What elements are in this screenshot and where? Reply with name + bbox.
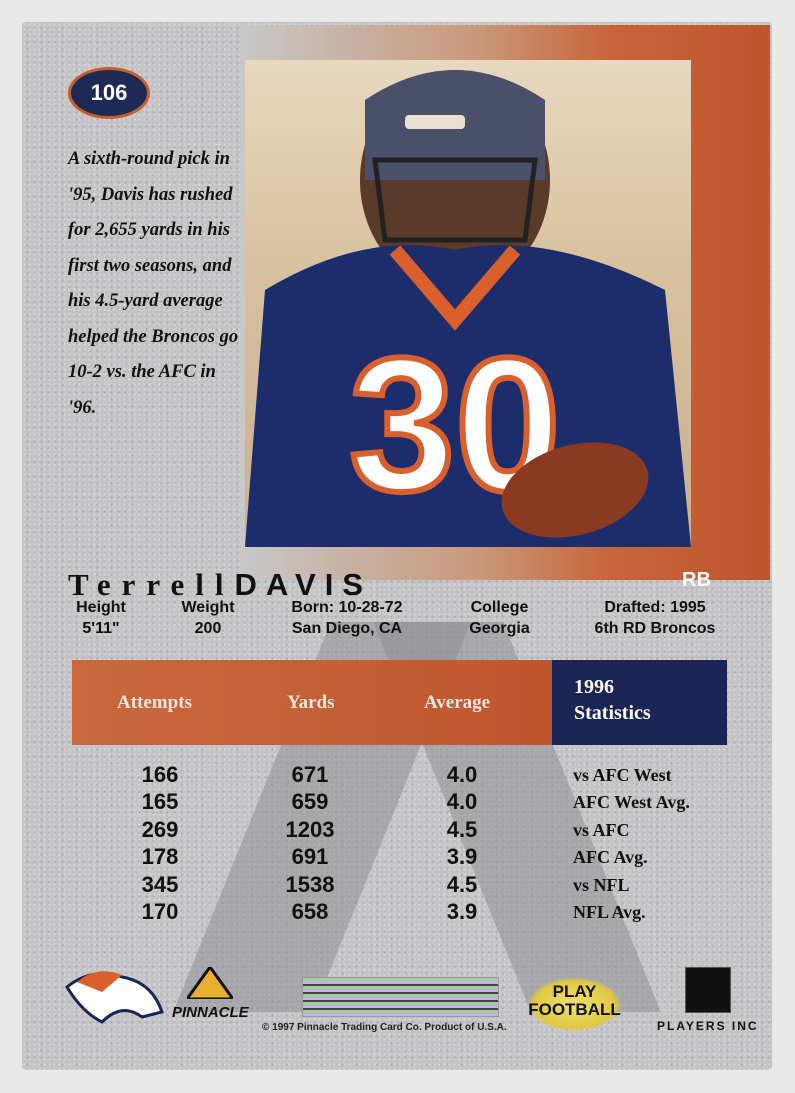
bio-value: Georgia [469, 620, 530, 637]
card-number-badge: 106 [68, 67, 150, 119]
stats-row: 345 1538 4.5 vs NFL [22, 872, 772, 899]
bio-value: San Diego, CA [291, 620, 403, 637]
pinnacle-icon [184, 964, 237, 1001]
player-photo: 30 [245, 60, 691, 547]
stat-attempts: 165 [141, 789, 179, 815]
stats-row: 170 658 3.9 NFL Avg. [22, 899, 772, 926]
jersey-number: 30 [349, 319, 560, 531]
bio-value: 6th RD Broncos [594, 620, 716, 637]
pinnacle-text: PINNACLE [172, 1004, 249, 1021]
bio-born: Born: 10-28-72 San Diego, CA [272, 597, 422, 639]
bio-label: College [470, 599, 529, 616]
bio-value: 5'11" [82, 620, 120, 637]
player-blurb: A sixth-round pick in '95, Davis has rus… [68, 149, 239, 418]
stats-row: 166 671 4.0 vs AFC West [22, 762, 772, 789]
header-yards: Yards [287, 692, 335, 713]
stat-label: vs AFC West [573, 765, 672, 785]
hologram [302, 977, 499, 1017]
stat-attempts: 178 [141, 844, 179, 870]
last-name: DAVIS [234, 567, 372, 602]
stat-attempts: 345 [141, 871, 179, 897]
bio-label: Weight [181, 599, 235, 616]
bio-height: Height 5'11" [66, 597, 136, 639]
stat-yards: 658 [291, 899, 329, 924]
first-name: Terrell [68, 567, 235, 602]
stat-yards: 659 [291, 789, 329, 815]
bio-label: Born: 10-28-72 [291, 599, 403, 616]
stat-average: 4.0 [446, 789, 478, 815]
bio-label: Drafted: 1995 [604, 599, 706, 616]
stat-label: vs NFL [573, 874, 630, 895]
stat-attempts: 166 [141, 762, 179, 787]
stats-row: 178 691 3.9 AFC Avg. [22, 844, 772, 871]
stat-attempts: 269 [141, 816, 179, 842]
stat-yards: 691 [291, 844, 329, 870]
players-inc-text: PLAYERS INC [657, 1019, 759, 1033]
copyright: © 1997 Pinnacle Trading Card Co. Product… [262, 1022, 507, 1033]
stat-average: 4.0 [446, 762, 478, 787]
bio-college: College Georgia [452, 597, 547, 639]
player-name: TerrellDAVIS [68, 567, 372, 603]
stats-row: 165 659 4.0 AFC West Avg. [22, 789, 772, 816]
stat-label: AFC West Avg. [573, 792, 690, 813]
stats-row: 269 1203 4.5 vs AFC [22, 817, 772, 844]
pinnacle-logo: PINNACLE [172, 964, 249, 1021]
play-football-logo: PLAY FOOTBALL [527, 977, 622, 1032]
bio-value: 200 [194, 620, 222, 637]
players-inc-logo: PLAYERS INC [657, 967, 759, 1033]
stats-year: 1996 [574, 676, 614, 698]
stat-label: vs AFC [573, 819, 630, 840]
stat-label: NFL Avg. [573, 902, 646, 922]
bio-label: Height [76, 599, 126, 616]
position: RB [682, 569, 711, 591]
header-average: Average [424, 692, 491, 713]
stat-yards: 1538 [285, 871, 335, 897]
stats-header-band [72, 660, 552, 745]
broncos-logo [62, 967, 167, 1032]
stat-average: 4.5 [446, 871, 478, 897]
stat-average: 4.5 [446, 816, 478, 842]
stats-title-text: Statistics [574, 702, 651, 724]
stats-title: 1996 Statistics [552, 660, 727, 745]
stat-average: 3.9 [446, 844, 478, 870]
stat-attempts: 170 [141, 899, 179, 924]
stat-yards: 1203 [285, 816, 335, 842]
players-inc-icon [684, 967, 731, 1013]
stat-average: 3.9 [446, 899, 478, 924]
stat-yards: 671 [291, 762, 329, 787]
bio-drafted: Drafted: 1995 6th RD Broncos [570, 597, 740, 639]
bio-weight: Weight 200 [172, 597, 244, 639]
trading-card-back: 30 106 A sixth-round pick in '95, Davis … [22, 22, 772, 1070]
stat-label: AFC Avg. [573, 847, 648, 868]
header-attempts: Attempts [117, 692, 192, 713]
